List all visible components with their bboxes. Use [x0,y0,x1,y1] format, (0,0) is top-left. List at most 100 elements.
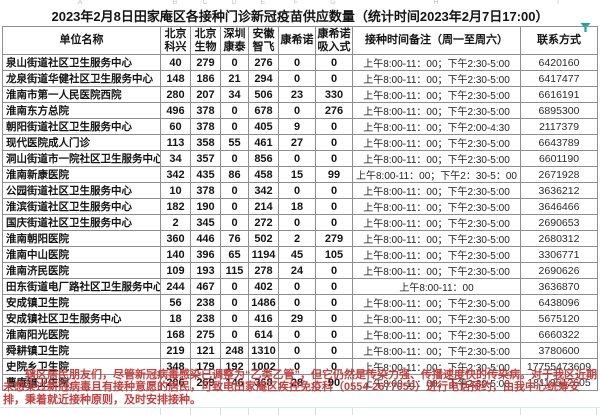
table-row: 淮南济民医院 109 193 115 278 24 0 上午8:00-11：00；下午2:30… [2,262,598,279]
time-note-cell: 上午8:00-11：00；下午2:30-5:00 [352,54,521,71]
count-cell: 378 [190,118,221,135]
spreadsheet-column-letters: A B C D E F G H I [0,0,600,7]
count-cell: 238 [190,310,221,327]
contact-cell: 3780600 [520,342,598,359]
count-cell: 1310 [248,342,279,359]
unit-name-cell: 洞山街道市一院社区卫生服务中心 [2,150,161,167]
column-letter: D [231,0,237,6]
count-cell: 60 [160,118,191,135]
count-cell: 168 [160,326,191,343]
count-cell: 56 [160,294,191,311]
count-cell: 90 [315,374,353,391]
count-cell: 342 [248,182,279,199]
count-cell: 272 [248,214,279,231]
unit-name-cell: 龙泉街道华健社区卫生服务中心 [2,70,161,87]
count-cell: 34 [220,86,249,103]
count-cell: 18 [160,310,191,327]
contact-cell: 2690626 [520,262,598,279]
unit-name-cell: 淮南朝阳医院 [2,230,161,247]
column-letter: A [77,0,83,6]
count-cell: 0 [315,70,353,87]
count-cell: 378 [190,102,221,119]
contact-cell: 6660322 [520,326,598,343]
time-note-cell: 上午8:00-11：00 [352,278,521,295]
table-row: 淮南市第一人民医院西院 280 207 34 506 23 330 上午8:00-11：00；… [2,86,598,103]
unit-name-cell: 泉山街道社区卫生服务中心 [2,54,161,71]
count-cell: 28 [278,374,316,391]
count-cell: 294 [248,70,279,87]
grid-line [160,408,161,415]
contact-cell: 6895300 [520,102,598,119]
time-note-cell: 上午8:00-11：00；下午2:30-5:00 [352,342,521,359]
grid-line [596,408,597,415]
count-cell: 402 [248,278,279,295]
unit-name-cell: 淮南中山医院 [2,246,161,263]
notice-text: 辖区居民朋友们，尽管新冠病毒感染已调整为“乙类乙管”，但它仍然是传染力强、传播速… [3,369,597,406]
time-note-cell: 上午8:00-11：00；下午2:30-5:00 [352,134,521,151]
table-row: 现代医院成人门诊 113 358 55 461 27 0 上午8:00-11：00；下午2:3… [2,134,598,151]
time-note-cell: 上午8:00-11：00；下午2:30-5:00 [352,294,521,311]
column-header: 康希诺 [278,26,316,55]
count-cell: 0 [220,182,249,199]
count-cell: 0 [220,118,249,135]
count-cell: 416 [248,310,279,327]
grid-line [315,408,316,415]
grid-line [190,408,191,415]
contact-cell: 6438096 [520,294,598,311]
count-cell: 146 [220,374,249,391]
contact-cell: 6643789 [520,134,598,151]
count-cell: 186 [190,70,221,87]
count-cell: 502 [248,230,279,247]
count-cell: 29 [278,310,316,327]
count-cell: 342 [160,166,191,183]
time-note-cell: 上午8:00-11：00；下午2:30-5:00 [352,310,521,327]
count-cell: 0 [278,278,316,295]
contact-cell: 3306771 [520,246,598,263]
count-cell: 461 [248,134,279,151]
count-cell: 182 [160,198,191,215]
table-row: 公园街道社区卫生服务中心 10 378 0 342 0 0 上午8:00-11：00；下午2:… [2,182,598,199]
count-cell: 467 [190,278,221,295]
count-cell: 279 [315,230,353,247]
unit-name-cell: 淮滨街道社区卫生服务中心 [2,198,161,215]
count-cell: 190 [190,198,221,215]
time-note-cell: 上午8:00-11：00；下午2:30-5:00 [352,198,521,215]
count-cell: 206 [160,374,191,391]
count-cell: 0 [220,326,249,343]
time-note-cell: 上午8:00-11：00；下午2:30-5:00 [352,102,521,119]
count-cell: 115 [220,262,249,279]
count-cell: 856 [248,150,279,167]
count-cell: 40 [160,54,191,71]
count-cell: 27 [278,134,316,151]
table-row: 淮南新康医院 342 435 86 458 15 99 上午8:00-11：00；下午2：30… [2,166,598,183]
count-cell: 276 [248,54,279,71]
table-row: 田东街道电厂路社区卫生服务中心 244 467 0 402 0 0 上午8:00-11：00 3… [2,278,598,295]
column-header: 深圳 康泰 [220,26,249,55]
count-cell: 496 [160,102,191,119]
table-row: 史院乡卫生院 348 179 192 1002 0 0 上午8:00-11：00；下午2:30… [2,358,598,375]
count-cell: 10 [160,182,191,199]
contact-cell: 17755473609 [520,358,598,375]
time-note-cell: 上午8:00-11：00；下午2:30-5:00 [352,86,521,103]
count-cell: 244 [160,278,191,295]
unit-name-cell: 国庆街道社区卫生服务中心 [2,214,161,231]
count-cell: 0 [220,54,249,71]
count-cell: 614 [248,326,279,343]
count-cell: 99 [315,166,353,183]
table-row: 洞山街道市一院社区卫生服务中心 34 357 0 856 0 0 上午8:00-11：00；下… [2,150,598,167]
column-letter: F [293,0,299,6]
contact-cell: 3636870 [520,278,598,295]
count-cell: 0 [278,342,316,359]
count-cell: 0 [278,70,316,87]
count-cell: 276 [315,102,353,119]
count-cell: 0 [220,150,249,167]
count-cell: 34 [160,150,191,167]
count-cell: 76 [220,230,249,247]
count-cell: 18 [278,198,316,215]
unit-name-cell: 田东街道电厂路社区卫生服务中心 [2,278,161,295]
count-cell: 458 [248,166,279,183]
count-cell: 0 [315,214,353,231]
count-cell: 0 [315,182,353,199]
count-cell: 0 [278,326,316,343]
